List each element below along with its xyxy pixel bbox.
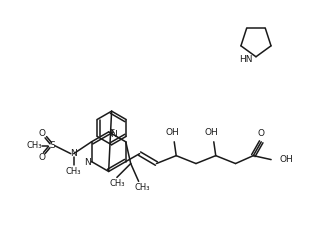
Text: OH: OH xyxy=(166,128,179,137)
Text: CH₃: CH₃ xyxy=(26,141,42,150)
Text: CH₃: CH₃ xyxy=(135,183,150,192)
Text: O: O xyxy=(258,129,265,138)
Text: O: O xyxy=(39,153,46,162)
Text: CH₃: CH₃ xyxy=(66,167,81,176)
Text: N: N xyxy=(111,130,118,139)
Text: F: F xyxy=(109,129,114,138)
Text: CH₃: CH₃ xyxy=(109,179,124,188)
Text: HN: HN xyxy=(239,55,253,64)
Text: N: N xyxy=(84,158,91,167)
Text: N: N xyxy=(71,149,77,158)
Text: S: S xyxy=(49,141,55,150)
Text: OH: OH xyxy=(279,155,293,164)
Text: OH: OH xyxy=(205,128,219,137)
Text: O: O xyxy=(39,129,46,138)
